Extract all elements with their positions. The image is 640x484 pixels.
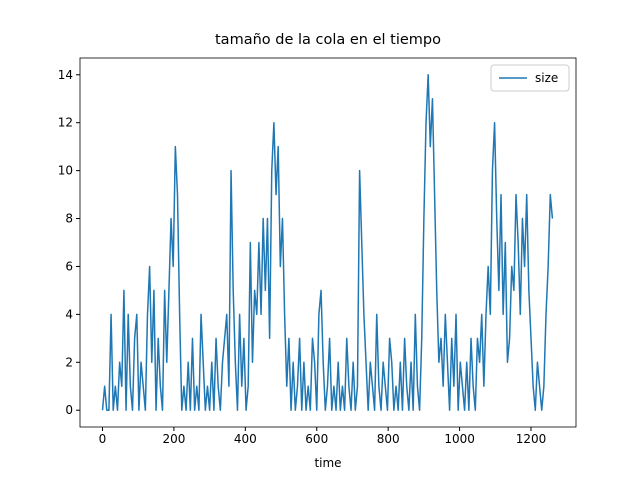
x-tick-label: 200 bbox=[162, 432, 185, 446]
y-tick-label: 10 bbox=[58, 164, 73, 178]
plot-frame bbox=[79, 57, 577, 428]
x-tick-label: 800 bbox=[377, 432, 400, 446]
line-series bbox=[101, 74, 554, 411]
x-tick-label: 1000 bbox=[444, 432, 475, 446]
y-tick-label: 2 bbox=[65, 355, 73, 369]
chart-title: tamaño de la cola en el tiempo bbox=[215, 32, 441, 48]
x-tick-label: 400 bbox=[234, 432, 257, 446]
x-tick-label: 600 bbox=[305, 432, 328, 446]
x-axis-label: time bbox=[314, 456, 341, 470]
y-tick-label: 12 bbox=[58, 116, 73, 130]
y-tick-label: 4 bbox=[65, 307, 73, 321]
y-tick-label: 8 bbox=[65, 212, 73, 226]
y-tick-label: 14 bbox=[58, 68, 73, 82]
y-tick-label: 6 bbox=[65, 259, 73, 273]
y-tick-label: 0 bbox=[65, 403, 73, 417]
x-tick-label: 1200 bbox=[516, 432, 547, 446]
legend-box bbox=[490, 64, 570, 92]
x-tick-label: 0 bbox=[99, 432, 107, 446]
legend-label: size bbox=[535, 71, 558, 85]
